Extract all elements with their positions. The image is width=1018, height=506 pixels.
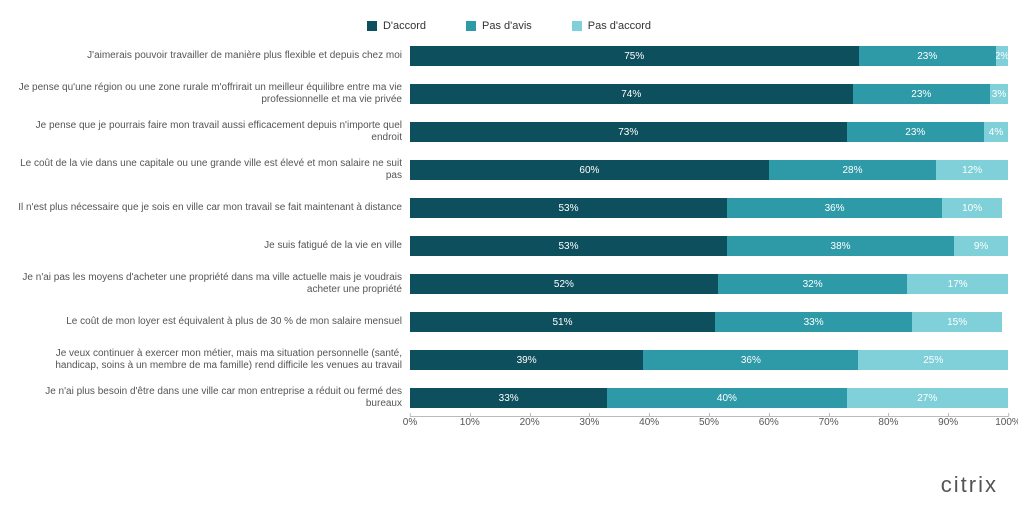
bar-segment-agree: 33% (410, 388, 607, 408)
chart-row: Il n'est plus nécessaire que je sois en … (10, 196, 1008, 220)
bar-segment-agree: 74% (410, 84, 853, 104)
chart-row: J'aimerais pouvoir travailler de manière… (10, 44, 1008, 68)
bar-segment-neutral: 32% (718, 274, 907, 294)
chart-row: Le coût de la vie dans une capitale ou u… (10, 158, 1008, 182)
axis-tick: 30% (579, 417, 599, 428)
bar-segment-disagree: 4% (984, 122, 1008, 142)
stacked-bar: 51%33%15% (410, 312, 1008, 332)
row-label: Je n'ai pas les moyens d'acheter une pro… (10, 272, 410, 297)
legend-label: D'accord (383, 20, 426, 32)
axis-tick: 80% (878, 417, 898, 428)
chart-row: Je n'ai plus besoin d'être dans une vill… (10, 386, 1008, 410)
legend-item: D'accord (367, 20, 426, 32)
legend-swatch (572, 21, 582, 31)
bar-segment-disagree: 3% (990, 84, 1008, 104)
legend-item: Pas d'avis (466, 20, 532, 32)
legend: D'accord Pas d'avis Pas d'accord (10, 20, 1008, 32)
row-label: Je pense que je pourrais faire mon trava… (10, 120, 410, 145)
bar-segment-neutral: 28% (769, 160, 936, 180)
stacked-bar: 53%38%9% (410, 236, 1008, 256)
bar-segment-neutral: 38% (727, 236, 954, 256)
bar-segment-disagree: 15% (912, 312, 1002, 332)
citrix-logo: citrix (941, 472, 998, 498)
bar-segment-disagree: 12% (936, 160, 1008, 180)
axis-tick: 90% (938, 417, 958, 428)
legend-label: Pas d'accord (588, 20, 651, 32)
bar-segment-agree: 51% (410, 312, 715, 332)
bar-segment-disagree: 17% (907, 274, 1008, 294)
row-label: Le coût de mon loyer est équivalent à pl… (10, 316, 410, 329)
bar-segment-agree: 73% (410, 122, 847, 142)
chart-row: Je pense qu'une région ou une zone rural… (10, 82, 1008, 106)
chart-row: Je suis fatigué de la vie en ville53%38%… (10, 234, 1008, 258)
bar-segment-agree: 52% (410, 274, 718, 294)
bar-segment-neutral: 36% (727, 198, 942, 218)
bar-segment-disagree: 25% (858, 350, 1008, 370)
axis-tick: 20% (520, 417, 540, 428)
stacked-bar: 75%23%2% (410, 46, 1008, 66)
row-label: Je n'ai plus besoin d'être dans une vill… (10, 386, 410, 411)
bar-segment-agree: 39% (410, 350, 643, 370)
bar-segment-neutral: 23% (859, 46, 997, 66)
bar-segment-disagree: 9% (954, 236, 1008, 256)
row-label: Je pense qu'une région ou une zone rural… (10, 82, 410, 107)
chart-rows: J'aimerais pouvoir travailler de manière… (10, 44, 1008, 410)
bar-segment-disagree: 2% (996, 46, 1008, 66)
bar-segment-disagree: 10% (942, 198, 1002, 218)
axis-tick: 100% (995, 417, 1018, 428)
bar-segment-agree: 53% (410, 236, 727, 256)
stacked-bar: 33%40%27% (410, 388, 1008, 408)
bar-segment-neutral: 36% (643, 350, 858, 370)
axis-tick: 50% (699, 417, 719, 428)
survey-chart: D'accord Pas d'avis Pas d'accord J'aimerai… (10, 20, 1008, 432)
axis-tick: 0% (403, 417, 417, 428)
bar-segment-agree: 53% (410, 198, 727, 218)
legend-label: Pas d'avis (482, 20, 532, 32)
chart-row: Je veux continuer à exercer mon métier, … (10, 348, 1008, 372)
bar-segment-agree: 75% (410, 46, 859, 66)
axis-tick: 60% (759, 417, 779, 428)
stacked-bar: 73%23%4% (410, 122, 1008, 142)
bar-segment-neutral: 40% (607, 388, 846, 408)
chart-row: Le coût de mon loyer est équivalent à pl… (10, 310, 1008, 334)
row-label: Le coût de la vie dans une capitale ou u… (10, 158, 410, 183)
bar-segment-disagree: 27% (847, 388, 1008, 408)
stacked-bar: 74%23%3% (410, 84, 1008, 104)
legend-swatch (466, 21, 476, 31)
axis-ticks: 0%10%20%30%40%50%60%70%80%90%100% (410, 416, 1008, 432)
stacked-bar: 53%36%10% (410, 198, 1008, 218)
row-label: Je suis fatigué de la vie en ville (10, 240, 410, 253)
stacked-bar: 52%32%17% (410, 274, 1008, 294)
chart-row: Je n'ai pas les moyens d'acheter une pro… (10, 272, 1008, 296)
axis-tick: 70% (819, 417, 839, 428)
x-axis: 0%10%20%30%40%50%60%70%80%90%100% (10, 416, 1008, 432)
legend-item: Pas d'accord (572, 20, 651, 32)
row-label: J'aimerais pouvoir travailler de manière… (10, 50, 410, 63)
axis-tick: 10% (460, 417, 480, 428)
bar-segment-neutral: 23% (853, 84, 991, 104)
stacked-bar: 60%28%12% (410, 160, 1008, 180)
stacked-bar: 39%36%25% (410, 350, 1008, 370)
legend-swatch (367, 21, 377, 31)
bar-segment-agree: 60% (410, 160, 769, 180)
bar-segment-neutral: 33% (715, 312, 912, 332)
row-label: Je veux continuer à exercer mon métier, … (10, 348, 410, 373)
chart-row: Je pense que je pourrais faire mon trava… (10, 120, 1008, 144)
axis-tick: 40% (639, 417, 659, 428)
bar-segment-neutral: 23% (847, 122, 985, 142)
row-label: Il n'est plus nécessaire que je sois en … (10, 202, 410, 215)
